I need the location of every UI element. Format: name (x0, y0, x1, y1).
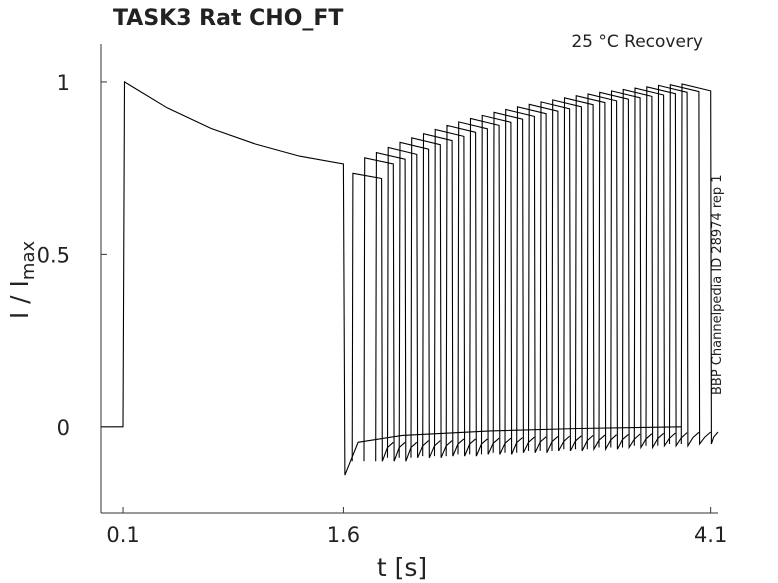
trace-14 (492, 111, 535, 453)
x-tick-label-3: 4.1 (694, 523, 727, 547)
y-tick-label-2: 0.5 (37, 243, 70, 267)
trace-27 (645, 86, 688, 448)
trace-30 (680, 83, 719, 445)
trace-10 (445, 124, 488, 457)
x-axis-label: t [s] (377, 553, 427, 582)
trace-7 (410, 137, 453, 459)
trace-3 (363, 157, 406, 462)
y-axis-label: I / Imax (5, 241, 39, 320)
y-tick-label-1: 0 (57, 416, 70, 440)
trace-16 (516, 106, 559, 453)
trace-19 (551, 99, 594, 452)
y-tick-group: 00.51 (37, 71, 107, 440)
y-tick-label-3: 1 (57, 71, 70, 95)
trace-24 (610, 90, 653, 450)
trace-1 (101, 80, 682, 476)
x-tick-label-2: 1.6 (327, 523, 360, 547)
trace-4 (375, 151, 418, 462)
chart-title: TASK3 Rat CHO_FT (113, 6, 343, 31)
trace-5 (386, 146, 429, 459)
x-tick-label-1: 0.1 (106, 523, 139, 547)
y-axis-label-main: I / I (5, 280, 34, 319)
source-id-label: BBP Channelpedia ID 28974 rep 1 (710, 174, 725, 395)
condition-annotation: 25 °C Recovery (571, 32, 703, 52)
trace-15 (504, 108, 547, 453)
trace-21 (574, 95, 617, 452)
trace-18 (539, 101, 582, 452)
trace-11 (457, 121, 500, 455)
trace-29 (668, 84, 712, 446)
trace-17 (527, 103, 570, 452)
x-tick-group: 0.1 1.6 4.1 (106, 507, 727, 547)
trace-12 (469, 117, 512, 455)
trace-6 (398, 141, 441, 459)
trace-8 (422, 133, 465, 457)
trace-13 (480, 114, 523, 455)
plot-area (100, 44, 719, 514)
trace-23 (598, 91, 641, 450)
trace-25 (621, 88, 664, 450)
trace-2 (351, 172, 394, 462)
trace-28 (657, 84, 700, 448)
trace-9 (433, 128, 476, 457)
y-axis-label-sub: max (18, 241, 39, 281)
trace-22 (586, 93, 629, 450)
trace-group (101, 80, 719, 476)
trace-20 (563, 97, 606, 452)
trace-26 (633, 87, 676, 448)
